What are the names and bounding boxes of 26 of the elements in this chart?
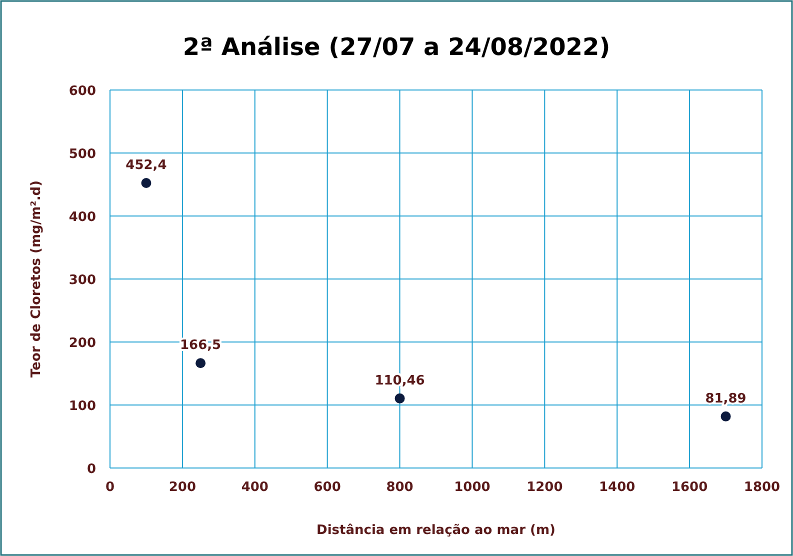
y-tick-label: 400: [68, 210, 96, 225]
x-tick-label: 0: [105, 480, 115, 495]
y-tick-label: 200: [68, 336, 96, 351]
x-tick-label: 1200: [526, 480, 563, 495]
y-tick-label: 300: [68, 273, 96, 288]
x-tick-label: 1800: [744, 480, 780, 495]
point: [720, 411, 731, 422]
point: [394, 393, 405, 404]
y-tick-label: 600: [68, 84, 96, 99]
y-tick-label: 500: [68, 147, 96, 162]
x-tick-label: 1400: [599, 480, 636, 495]
point: [196, 358, 206, 368]
point: [141, 178, 152, 188]
y-axis-title: Teor de Cloretos (mg/m².d): [29, 180, 44, 378]
x-tick-label: 1600: [671, 480, 708, 495]
x-tick-label: 800: [386, 480, 414, 495]
x-tick-label: 200: [168, 480, 196, 495]
data-label: 452,4: [126, 158, 167, 173]
x-tick-label: 400: [241, 480, 268, 495]
y-tick-label: 0: [86, 462, 96, 477]
x-tick-label: 1000: [454, 480, 490, 495]
x-axis-title: Distância em relação ao mar (m): [316, 523, 556, 538]
data-label: 81,89: [705, 391, 746, 406]
chart-title: 2ª Análise (27/07 a 24/08/2022): [182, 33, 610, 61]
x-tick-label: 600: [314, 480, 341, 495]
y-tick-label: 100: [68, 399, 96, 414]
